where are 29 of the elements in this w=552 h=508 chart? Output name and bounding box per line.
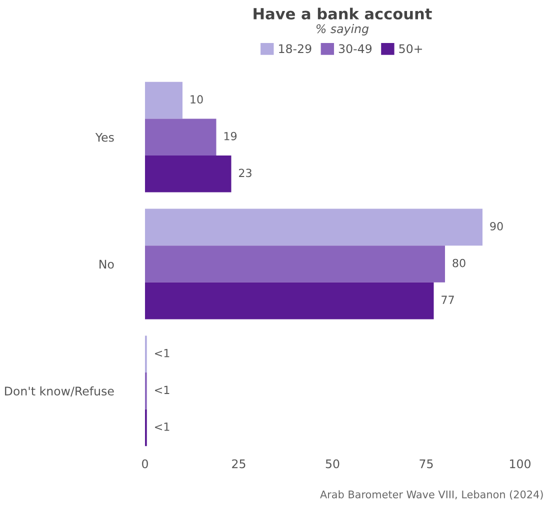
y-tick-label: Don't know/Refuse [5,386,114,396]
bar [145,282,434,320]
bar [145,156,232,192]
y-tick-label: Yes [95,132,114,142]
x-tick-label: 0 [142,459,148,468]
chart-title: Have a bank account [254,8,432,20]
x-tick-label: 50 [326,459,340,468]
bar [145,118,216,156]
bar [145,208,482,246]
y-tick-label: No [100,260,114,269]
data-label: 10 [190,95,203,104]
text: Arab Barometer Wave VIII, Lebanon (2024) [320,490,543,500]
chart-subtitle: % saying [316,24,369,36]
x-tick-label: 100 [510,459,530,468]
data-label: <1 [154,386,170,394]
data-label: <1 [154,349,170,358]
data-label: 23 [239,168,252,178]
data-label: 19 [224,132,237,140]
data-label: 80 [452,258,466,268]
x-tick-label: 75 [420,459,433,468]
legend-label: 30-49 [338,44,372,54]
bar [145,82,182,119]
legend-label: 50+ [399,44,422,54]
data-label: <1 [154,422,170,431]
x-tick-label: 25 [232,459,246,468]
bar [145,246,445,282]
data-label: 90 [490,222,503,230]
legend-label: 18-29 [279,44,312,54]
data-label: 77 [442,296,454,304]
